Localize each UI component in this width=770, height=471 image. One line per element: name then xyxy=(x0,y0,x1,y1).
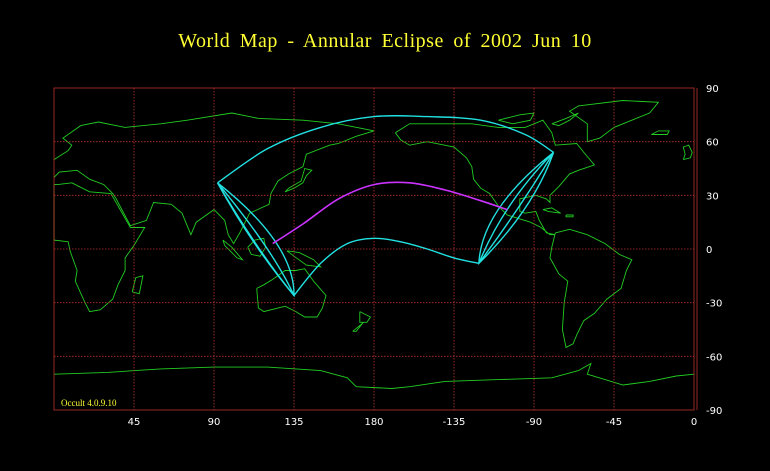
land-outline xyxy=(131,275,144,295)
land-outline xyxy=(53,182,146,313)
latitude-tick-label: -90 xyxy=(706,406,722,417)
land-outline xyxy=(498,112,535,125)
sunrise-boundary-outer xyxy=(216,182,295,298)
latitude-tick-label: 30 xyxy=(706,191,719,202)
land-outline xyxy=(551,112,579,127)
eclipse-paths xyxy=(216,114,555,298)
land-outline xyxy=(542,207,561,214)
land-outline xyxy=(359,311,372,323)
land-outline xyxy=(53,169,242,245)
longitude-tick-label: -45 xyxy=(606,417,622,428)
longitude-tick-label: -90 xyxy=(526,417,542,428)
longitude-tick-label: -135 xyxy=(443,417,466,428)
land-outline xyxy=(240,130,375,232)
land-outline xyxy=(565,214,574,218)
land-outline xyxy=(256,268,327,318)
longitude-ticks: 45 90 135 180 -135 -90 -45 0 xyxy=(128,417,698,428)
central-line xyxy=(272,181,508,245)
land-outline xyxy=(394,119,596,236)
longitude-tick-label: 180 xyxy=(364,417,383,428)
land-outline xyxy=(53,112,375,160)
latitude-tick-label: -60 xyxy=(706,352,722,363)
sunrise-boundary-inner xyxy=(216,182,295,296)
longitude-tick-label: 0 xyxy=(691,417,697,428)
land-outline xyxy=(549,228,633,349)
sunset-boundary-outer xyxy=(478,151,555,266)
sunset-boundary-inner xyxy=(478,151,555,264)
map-title: World Map - Annular Eclipse of 2002 Jun … xyxy=(178,30,592,52)
longitude-tick-label: 90 xyxy=(208,417,221,428)
latitude-tick-label: 60 xyxy=(706,138,719,149)
land-outline xyxy=(53,362,695,389)
southern-limit-line xyxy=(293,237,480,296)
latitude-tick-label: 90 xyxy=(706,84,719,95)
latitude-ticks: 90 60 30 0 -30 -60 -90 xyxy=(706,84,722,417)
latitude-tick-label: 0 xyxy=(706,245,712,256)
northern-limit-line xyxy=(217,114,554,184)
software-credit: Occult 4.0.9.10 xyxy=(61,398,117,408)
land-outline xyxy=(682,144,693,161)
land-outline xyxy=(222,239,244,261)
longitude-tick-label: 135 xyxy=(284,417,303,428)
land-outline xyxy=(286,250,322,268)
land-outline xyxy=(352,321,364,332)
map-grid xyxy=(53,87,698,411)
latitude-tick-label: -30 xyxy=(706,299,722,310)
longitude-tick-label: 45 xyxy=(128,417,141,428)
land-outline xyxy=(284,167,313,193)
land-outlines xyxy=(53,100,695,389)
land-outline xyxy=(651,130,670,135)
